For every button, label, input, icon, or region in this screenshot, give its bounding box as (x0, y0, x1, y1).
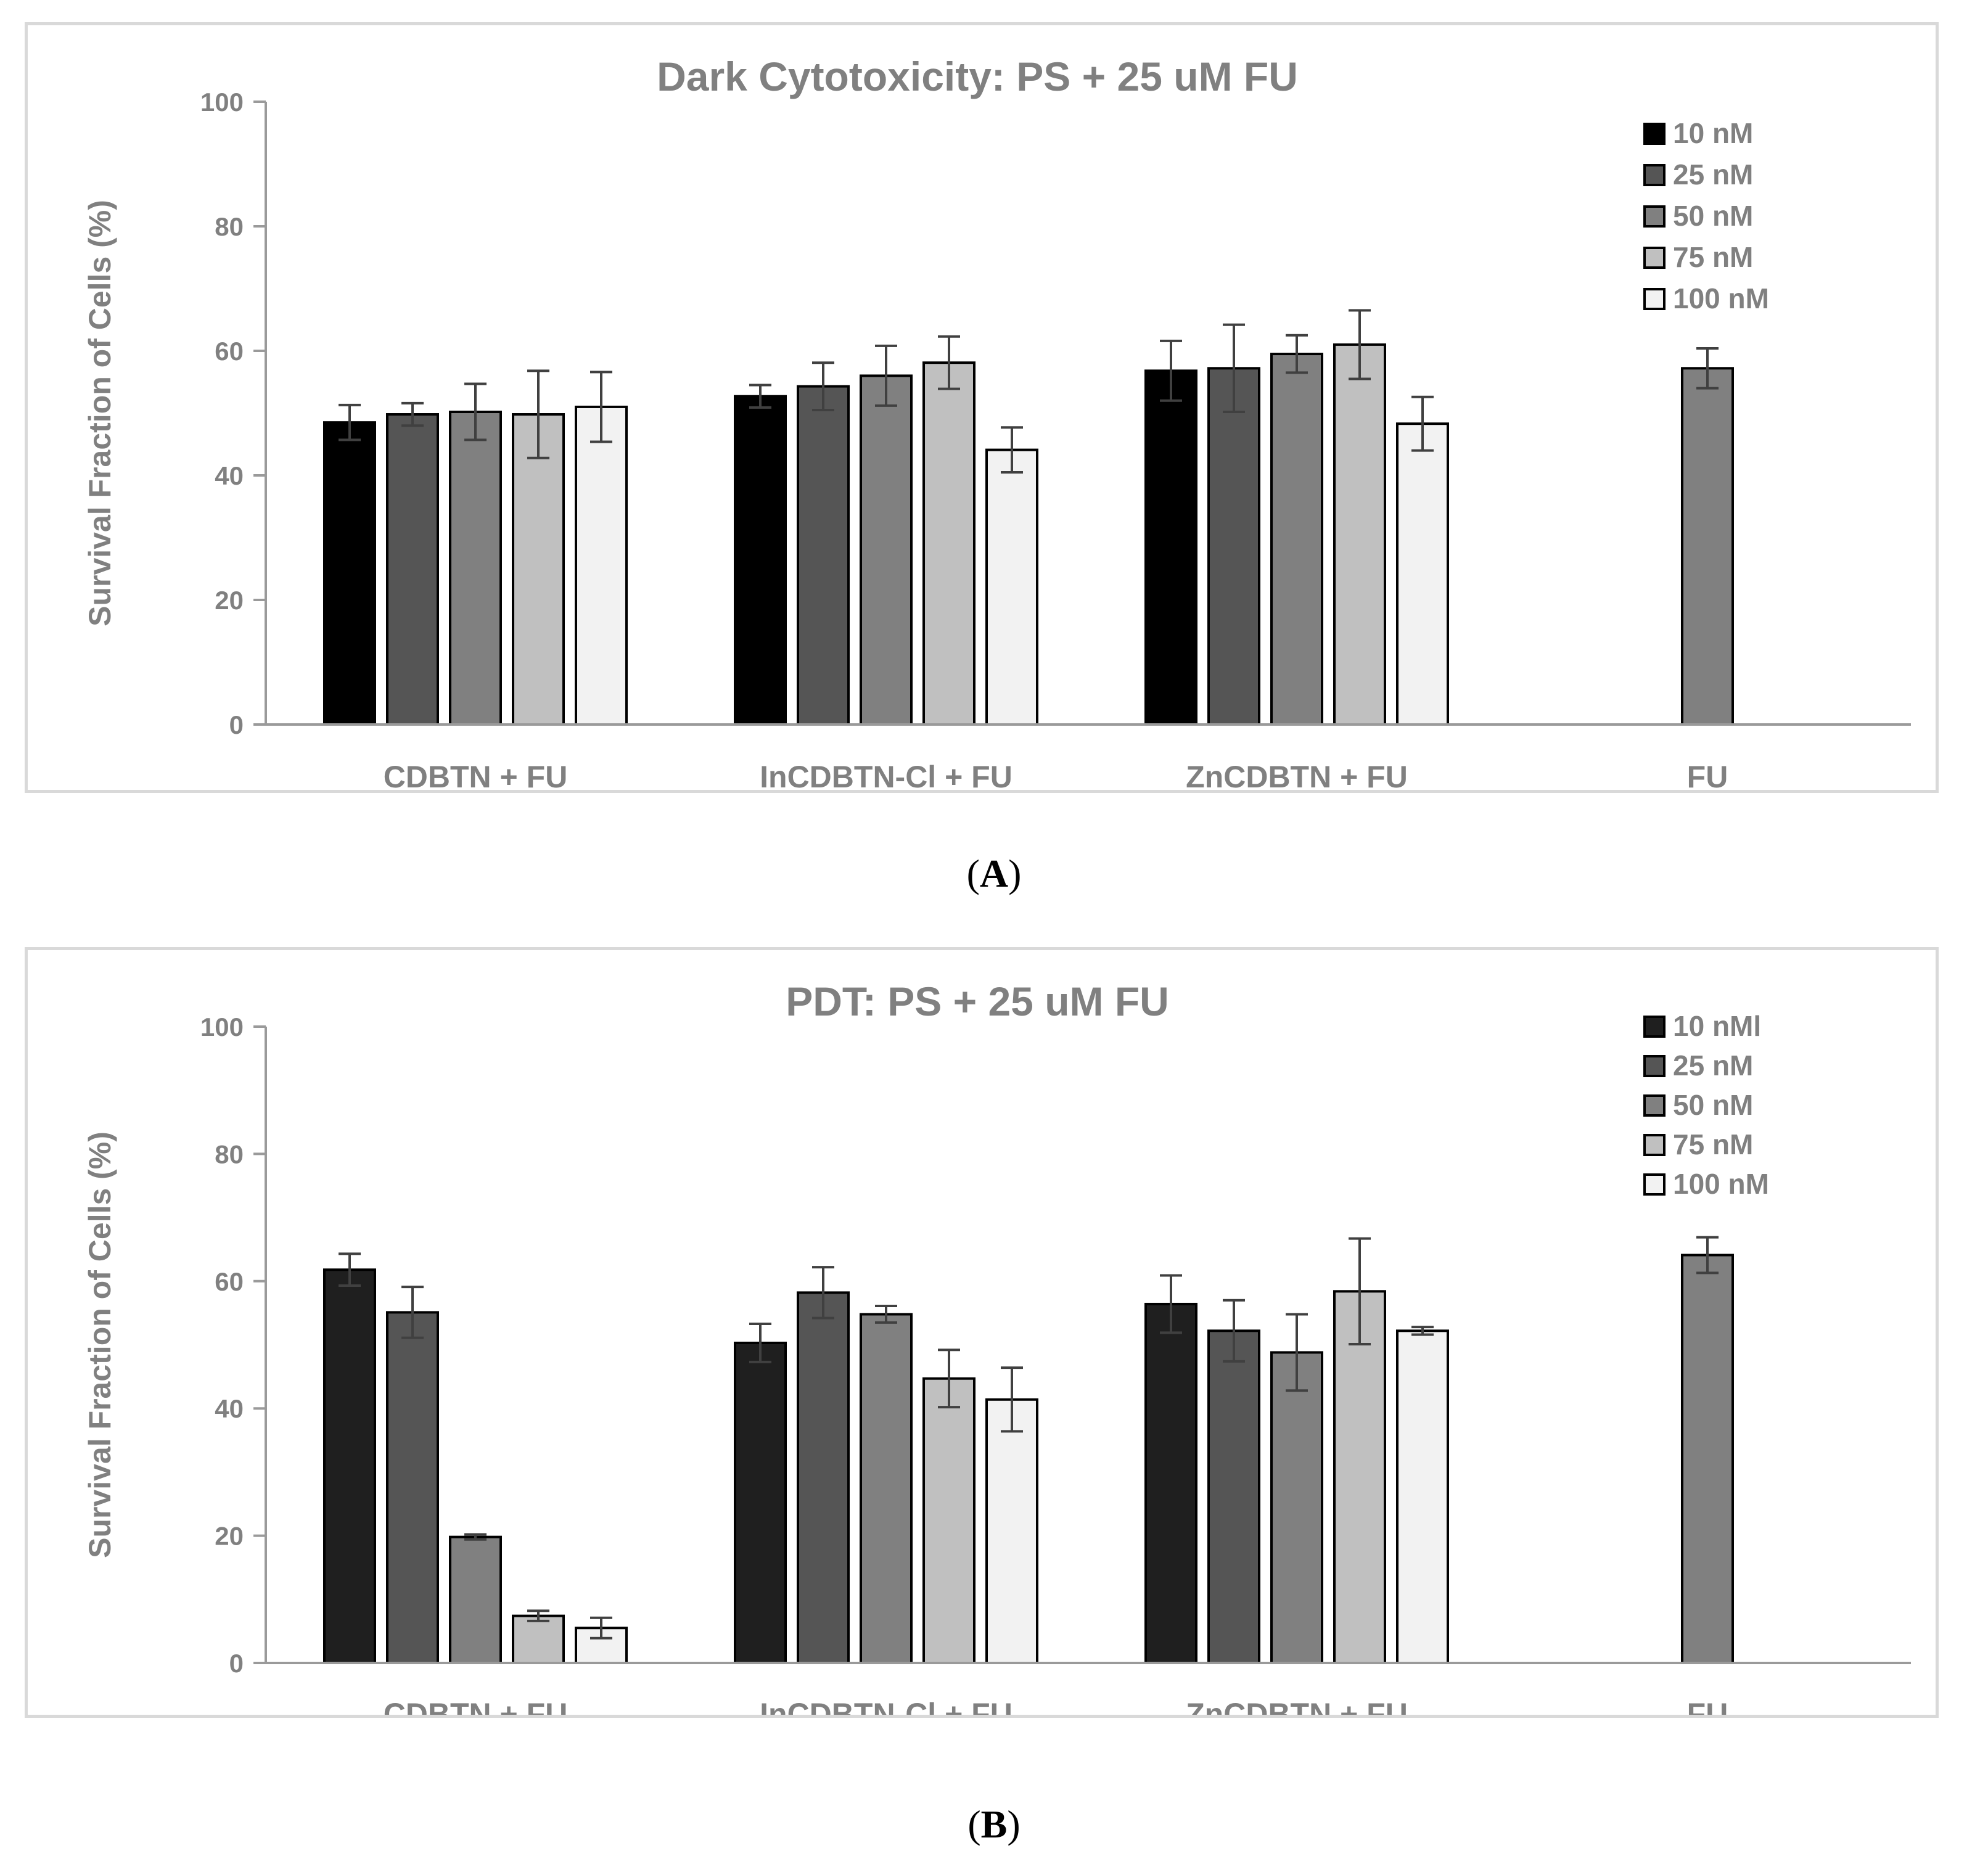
chart-a-bar-2-1 (1207, 367, 1260, 726)
chart-a-legend-label-1: 25 nM (1673, 158, 1753, 191)
chart-a-bar-0-1 (386, 413, 439, 726)
chart-b-legend-swatch-3 (1643, 1134, 1666, 1156)
chart-b-bar-3-2 (1681, 1254, 1734, 1665)
chart-a-bar-2-2 (1270, 353, 1323, 726)
panel-b-chart: PDT: PS + 25 uM FU 0 20 40 60 80 100 Survival F… (25, 947, 1939, 1718)
chart-a-ytick-label-4: 80 (215, 212, 244, 241)
caption-b-open: ( (967, 1802, 981, 1846)
chart-b-bar-1-0 (734, 1341, 787, 1664)
chart-a-bar-1-4 (985, 448, 1038, 726)
chart-b-bar-2-2 (1270, 1351, 1323, 1664)
chart-a-ytick-label-2: 40 (215, 461, 244, 490)
chart-a-title: Dark Cytotoxicity: PS + 25 uM FU (657, 54, 1298, 99)
chart-a-legend-swatch-4 (1643, 288, 1666, 310)
chart-b-ytick-label-2: 40 (215, 1394, 244, 1423)
chart-a-ytick-label-5: 100 (200, 88, 244, 117)
chart-a-bar-2-3 (1333, 343, 1386, 726)
chart-b-category-label-3: FU (1687, 1697, 1728, 1715)
chart-b-bar-2-4 (1396, 1329, 1449, 1664)
chart-a-legend-label-4: 100 nM (1673, 282, 1769, 314)
chart-a-ylabel: Survival Fraction of Cells (%) (83, 200, 117, 626)
chart-a-legend-label-0: 10 nM (1673, 117, 1753, 149)
chart-b-legend-swatch-1 (1643, 1055, 1666, 1077)
chart-a-legend-label-3: 75 nM (1673, 241, 1753, 273)
chart-a-legend-label-2: 50 nM (1673, 200, 1753, 232)
chart-b-legend-swatch-0 (1643, 1016, 1666, 1038)
chart-a-category-label-1: InCDBTN-Cl + FU (760, 760, 1012, 790)
chart-b-legend-swatch-2 (1643, 1094, 1666, 1117)
chart-a-bar-1-0 (734, 395, 787, 726)
chart-b-ytick-label-0: 0 (229, 1649, 244, 1678)
chart-b-legend-label-1: 25 nM (1673, 1049, 1753, 1082)
panel-a-chart: Dark Cytotoxicity: PS + 25 uM FU 0 20 40 60 8… (25, 22, 1939, 793)
chart-a-bar-1-3 (922, 361, 976, 726)
chart-a-legend-swatch-2 (1643, 205, 1666, 228)
caption-b-close: ) (1007, 1802, 1021, 1846)
chart-a-ytick-label-1: 20 (215, 586, 244, 615)
chart-a-bar-0-4 (575, 405, 628, 726)
caption-a-letter: A (979, 852, 1009, 895)
chart-b-ytick-label-3: 60 (215, 1267, 244, 1296)
chart-b-legend-label-2: 50 nM (1673, 1089, 1753, 1121)
chart-b-ytick-label-4: 80 (215, 1139, 244, 1168)
chart-b-legend-swatch-4 (1643, 1173, 1666, 1196)
chart-a-legend-swatch-1 (1643, 164, 1666, 186)
chart-b-bar-1-4 (985, 1398, 1038, 1664)
chart-b-bar-2-3 (1333, 1290, 1386, 1664)
chart-b-category-label-0: CDBTN + FU (384, 1697, 568, 1715)
chart-b-bar-0-2 (449, 1535, 502, 1664)
chart-b-legend-label-0: 10 nMl (1673, 1010, 1761, 1042)
chart-a-legend-swatch-3 (1643, 247, 1666, 269)
chart-b-bar-1-2 (860, 1313, 913, 1664)
chart-b-category-label-1: InCDBTN-Cl + FU (760, 1697, 1012, 1715)
chart-a-ytick-label-0: 0 (229, 710, 244, 739)
chart-a-svg: Dark Cytotoxicity: PS + 25 uM FU 0 20 40 60 8… (83, 54, 1911, 790)
caption-b-letter: B (980, 1802, 1008, 1846)
chart-a-bar-0-0 (323, 421, 376, 726)
chart-a-category-label-2: ZnCDBTN + FU (1186, 760, 1408, 790)
caption-b: (B) (0, 1802, 1988, 1847)
chart-b-title: PDT: PS + 25 uM FU (786, 979, 1169, 1024)
chart-b-legend-label-3: 75 nM (1673, 1128, 1753, 1160)
chart-a-bar-1-2 (860, 374, 913, 726)
chart-b-legend-label-4: 100 nM (1673, 1168, 1769, 1200)
chart-a-bar-2-4 (1396, 422, 1449, 726)
chart-a-bar-0-3 (512, 413, 565, 726)
chart-b-bar-1-1 (797, 1291, 850, 1664)
chart-b-bar-0-0 (323, 1268, 376, 1664)
chart-a-category-label-3: FU (1687, 760, 1728, 790)
chart-a-bar-0-2 (449, 410, 502, 726)
chart-a-category-label-0: CDBTN + FU (384, 760, 568, 790)
chart-a-bar-1-1 (797, 385, 850, 726)
chart-b-ytick-label-1: 20 (215, 1522, 244, 1551)
chart-b-ytick-label-5: 100 (200, 1012, 244, 1041)
chart-b-bar-2-0 (1144, 1302, 1197, 1664)
caption-a: (A) (0, 851, 1988, 897)
chart-a-ytick-label-3: 60 (215, 337, 244, 366)
chart-b-bar-2-1 (1207, 1329, 1260, 1664)
caption-a-close: ) (1008, 852, 1022, 895)
caption-a-open: ( (966, 852, 980, 895)
chart-a-bar-2-0 (1144, 369, 1197, 726)
chart-b-category-label-2: ZnCDBTN + FU (1186, 1697, 1408, 1715)
chart-b-bar-1-3 (922, 1377, 976, 1664)
chart-b-svg: PDT: PS + 25 uM FU 0 20 40 60 80 100 Survival F… (83, 979, 1911, 1715)
chart-b-ylabel: Survival Fraction of Cells (%) (83, 1131, 117, 1558)
chart-b-bar-0-1 (386, 1311, 439, 1664)
chart-a-legend-swatch-0 (1643, 123, 1666, 145)
chart-a-bar-3-2 (1681, 367, 1734, 726)
chart-b-bar-0-3 (512, 1614, 565, 1664)
